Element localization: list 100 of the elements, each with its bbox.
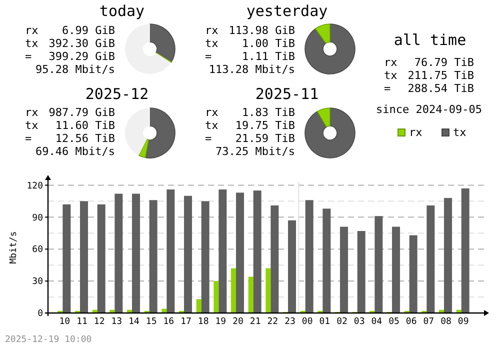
- text: 113.28 Mbit/s: [208, 63, 295, 76]
- x-tick-label: 21: [250, 317, 261, 327]
- text: tx: [384, 69, 398, 82]
- text: rx: [25, 24, 39, 37]
- donut-slice: [125, 108, 150, 156]
- bar: [266, 268, 271, 313]
- text: 76.79 TiB: [414, 56, 474, 69]
- bar: [444, 198, 452, 313]
- bar: [392, 226, 400, 313]
- text: 12.56 TiB: [55, 132, 116, 145]
- text: 95.28 Mbit/s: [36, 63, 115, 76]
- x-tick-label: 15: [146, 317, 157, 327]
- bar: [231, 268, 236, 313]
- bar: [62, 204, 71, 313]
- bar: [374, 216, 383, 313]
- y-tick-label: 60: [32, 245, 43, 256]
- text: rx: [25, 106, 39, 119]
- legend-label: rx: [409, 126, 423, 139]
- bar: [253, 190, 262, 313]
- x-tick-label: 12: [94, 317, 105, 327]
- x-tick-label: 13: [111, 317, 122, 327]
- bar: [322, 208, 331, 313]
- bar: [357, 230, 366, 313]
- text: 113.98 GiB: [228, 24, 296, 37]
- bar: [218, 189, 227, 313]
- x-tick-label: 01: [319, 317, 330, 327]
- x-tick-label: 08: [440, 317, 452, 327]
- chart-title: today: [99, 2, 145, 20]
- text: tx: [25, 37, 39, 50]
- text: tx: [205, 37, 219, 50]
- x-tick-label: 09: [458, 317, 469, 327]
- x-tick-label: 11: [76, 317, 88, 327]
- donut-slice: [144, 108, 176, 158]
- bar: [248, 276, 254, 313]
- bar: [149, 200, 158, 313]
- x-tick-label: 20: [232, 317, 244, 327]
- bar: [288, 220, 296, 313]
- bar: [80, 201, 88, 313]
- x-tick-label: 00: [302, 317, 313, 327]
- y-tick-label: 0: [38, 309, 43, 320]
- text: =: [205, 50, 212, 63]
- y-tick-label: 90: [32, 213, 43, 224]
- text: all time: [394, 31, 466, 49]
- bar: [201, 201, 210, 313]
- donut-slice: [125, 24, 172, 74]
- y-tick-label: 120: [26, 181, 43, 192]
- bar: [97, 204, 106, 313]
- text: 399.29 GiB: [48, 50, 116, 63]
- bar: [184, 196, 192, 313]
- text: =: [25, 50, 32, 63]
- text: rx: [384, 56, 398, 69]
- x-tick-label: 10: [59, 317, 70, 327]
- x-tick-label: 18: [198, 317, 209, 327]
- bar: [270, 205, 279, 313]
- donut-slice: [316, 108, 330, 128]
- x-tick-label: 03: [354, 317, 365, 327]
- bar: [236, 192, 244, 313]
- text: 69.46 Mbit/s: [36, 145, 115, 158]
- bar: [340, 226, 348, 313]
- bar: [196, 299, 202, 313]
- x-tick-label: 19: [215, 317, 226, 327]
- text: =: [25, 132, 32, 145]
- text: =: [205, 132, 212, 145]
- text: rx: [205, 106, 219, 119]
- donut-slice: [138, 138, 150, 158]
- text: 21.59 TiB: [235, 132, 296, 145]
- text: 11.60 TiB: [55, 119, 116, 132]
- text: 73.25 Mbit/s: [216, 145, 295, 158]
- text: tx: [205, 119, 219, 132]
- text: 1.00 TiB: [242, 37, 296, 50]
- bar: [461, 188, 470, 313]
- chart-title: yesterday: [246, 2, 328, 20]
- donut-slice: [150, 24, 176, 62]
- bar: [409, 235, 418, 313]
- text: since 2024-09-05: [376, 103, 482, 116]
- bar: [166, 189, 175, 313]
- text: tx: [25, 119, 39, 132]
- x-tick-label: 05: [388, 317, 400, 327]
- donut-slice: [314, 24, 330, 44]
- bar: [214, 281, 219, 313]
- chart-title: 2025-12: [85, 85, 149, 103]
- chart-title: 2025-11: [255, 85, 319, 103]
- text: rx: [205, 24, 219, 37]
- x-tick-label: 06: [406, 317, 417, 327]
- x-tick-label: 23: [284, 317, 296, 327]
- x-tick-label: 04: [371, 317, 382, 327]
- text: 987.79 GiB: [48, 106, 116, 119]
- x-tick-label: 22: [267, 317, 278, 327]
- text: 288.54 TiB: [408, 82, 474, 95]
- donut-slice: [304, 108, 356, 158]
- text: 1.11 TiB: [242, 50, 296, 63]
- text: 392.30 GiB: [48, 37, 116, 50]
- x-tick-label: 17: [180, 317, 192, 327]
- bar: [305, 200, 314, 313]
- donut-slice: [304, 24, 356, 74]
- text: 6.99 GiB: [62, 24, 116, 37]
- legend-label: tx: [453, 126, 467, 139]
- text: 211.75 TiB: [408, 69, 474, 82]
- bar: [426, 205, 435, 313]
- text: =: [384, 82, 391, 95]
